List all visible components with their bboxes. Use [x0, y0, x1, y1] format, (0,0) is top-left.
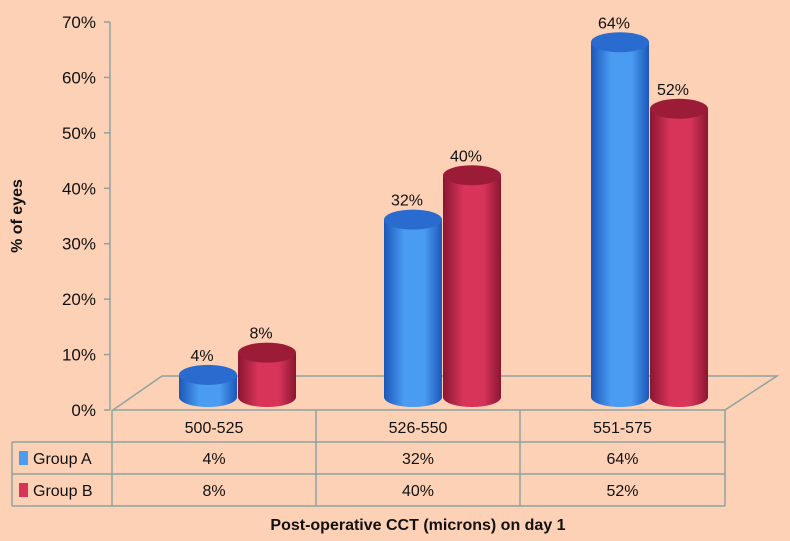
- chart-floor: [110, 375, 780, 411]
- bar-cylinder-body: [650, 108, 708, 408]
- data-label: 40%: [450, 148, 482, 165]
- bar-cylinder-body: [591, 42, 649, 407]
- bar-cylinder-top: [591, 32, 649, 53]
- x-category-label: 551-575: [593, 420, 652, 437]
- legend-swatch: [19, 483, 28, 497]
- bar-cylinder-top: [443, 165, 501, 186]
- y-axis-title: % of eyes: [9, 179, 26, 253]
- data-label: 4%: [190, 348, 213, 365]
- x-category-label: 500-525: [185, 420, 244, 437]
- y-tick-label: 0%: [71, 401, 96, 420]
- data-label: 52%: [657, 82, 689, 99]
- bar-cylinder-body: [238, 352, 296, 407]
- y-tick-label: 70%: [62, 13, 96, 32]
- x-axis-title: Post-operative CCT (microns) on day 1: [270, 517, 565, 534]
- table-value: 8%: [202, 483, 225, 500]
- x-category-label: 526-550: [389, 420, 448, 437]
- bar-cylinder-body: [443, 175, 501, 407]
- y-tick-label: 20%: [62, 290, 96, 309]
- bar-cylinder-top: [179, 364, 237, 385]
- y-tick-label: 50%: [62, 124, 96, 143]
- table-value: 4%: [202, 451, 225, 468]
- y-tick-label: 40%: [62, 179, 96, 198]
- y-tick-label: 60%: [62, 68, 96, 87]
- bar-cylinder-body: [384, 219, 442, 407]
- table-value: 32%: [402, 451, 434, 468]
- table-value: 40%: [402, 483, 434, 500]
- table-value: 64%: [606, 451, 638, 468]
- legend-swatch: [19, 451, 28, 465]
- y-tick-label: 30%: [62, 235, 96, 254]
- data-label: 8%: [249, 326, 272, 343]
- table-value: 52%: [606, 483, 638, 500]
- y-tick-label: 10%: [62, 346, 96, 365]
- data-label: 32%: [391, 193, 423, 210]
- bar-cylinder-top: [650, 98, 708, 119]
- bar-cylinder-top: [238, 342, 296, 363]
- bar-cylinder-top: [384, 209, 442, 230]
- data-label: 64%: [598, 15, 630, 32]
- legend-label: Group B: [33, 483, 93, 500]
- legend-label: Group A: [33, 451, 92, 468]
